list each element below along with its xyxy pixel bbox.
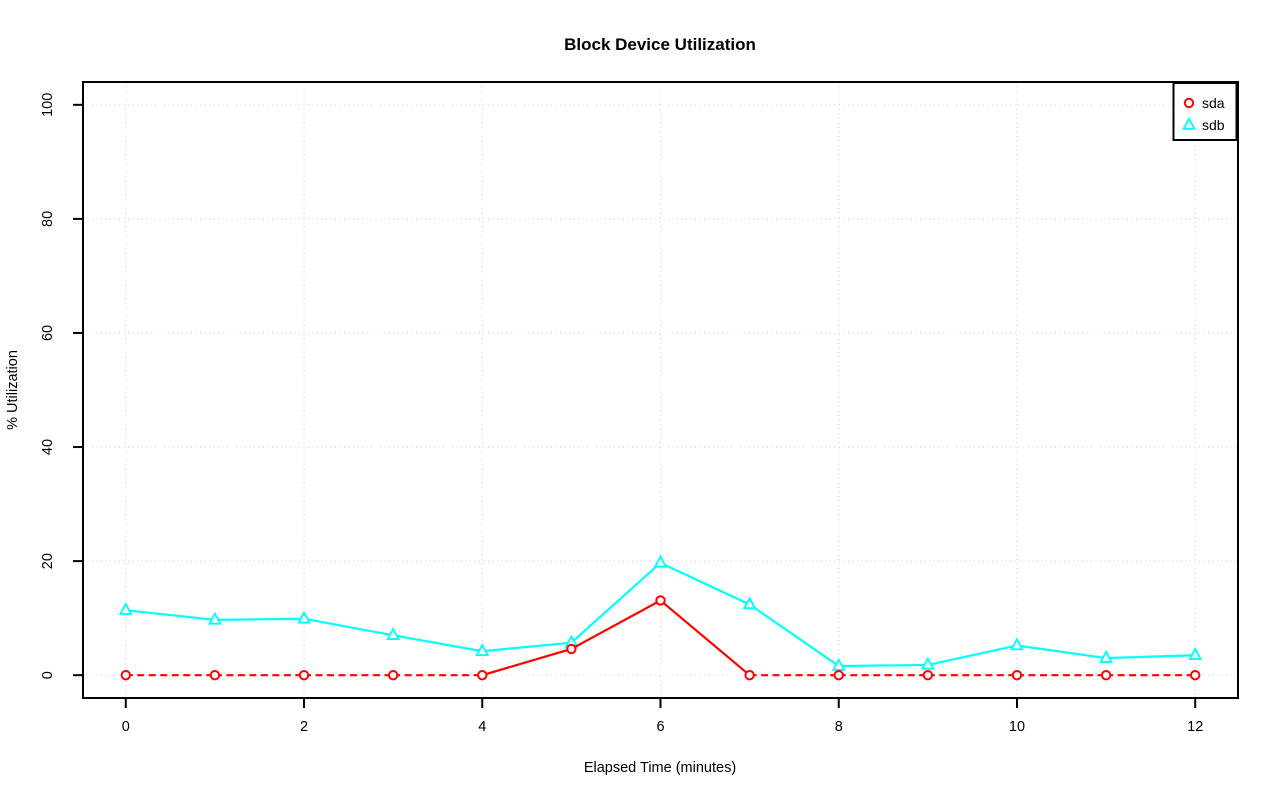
y-tick-label: 80: [40, 211, 56, 227]
sdb-line-segment: [660, 561, 751, 606]
sda-circle-marker: [209, 669, 221, 681]
sda-circle-marker: [120, 669, 131, 681]
sda-circle-marker: [833, 669, 844, 681]
x-tick-label: 8: [835, 719, 843, 735]
sdb-triangle-marker: [297, 610, 312, 624]
chart-title: Block Device Utilization: [564, 35, 756, 54]
sda-circle-marker: [387, 669, 399, 681]
legend-border: [1172, 82, 1238, 141]
sdb-triangle-marker: [831, 657, 846, 671]
legend-label-sda: sda: [1202, 95, 1225, 111]
sda-line-segment: [570, 599, 662, 650]
legend-box: sda sdb: [1172, 82, 1238, 141]
sda-circle-marker: [477, 669, 488, 681]
y-tick-label: 20: [40, 553, 56, 569]
y-tick-label: 100: [40, 93, 56, 117]
y-tick-label: 40: [40, 439, 56, 455]
sda-line-segment: [481, 647, 572, 677]
sdb-triangle-marker: [1009, 637, 1024, 651]
sdb-line-segment: [392, 634, 483, 653]
x-axis-label: Elapsed Time (minutes): [584, 760, 736, 776]
sdb-line-segment: [125, 609, 216, 621]
x-tick-label: 10: [1009, 719, 1025, 735]
sda-circle-marker: [1190, 669, 1201, 681]
sda-circle-marker: [655, 595, 666, 606]
sdb-line-segment: [482, 641, 572, 653]
sdb-triangle-marker: [653, 554, 668, 568]
sdb-triangle-marker: [920, 656, 935, 670]
sdb-line-segment: [303, 617, 394, 637]
data-series: [118, 554, 1203, 681]
axes: 0 2 4 6 8 10 12 0 20 40 60 80 100: [40, 81, 1239, 735]
x-tick-label: 2: [300, 719, 308, 735]
x-tick-label: 4: [478, 719, 486, 735]
sdb-series: [118, 554, 1203, 671]
sdb-line-segment: [214, 617, 305, 621]
sdb-triangle-marker: [475, 643, 490, 656]
sda-circle-marker: [1011, 669, 1023, 681]
sda-series: [120, 595, 1201, 681]
plot-border: [82, 81, 1239, 699]
sda-circle-marker: [298, 669, 310, 681]
legend-label-sdb: sdb: [1202, 117, 1225, 133]
sdb-triangle-marker: [1099, 649, 1114, 663]
sdb-triangle-marker: [207, 611, 222, 625]
x-tick-label: 0: [122, 719, 130, 735]
x-tick-label: 12: [1187, 719, 1203, 735]
sda-line-segment: [659, 599, 751, 677]
y-axis-label: % Utilization: [5, 350, 21, 430]
sdb-line-segment: [1016, 644, 1107, 660]
sdb-line-segment: [838, 663, 928, 668]
sdb-line-segment: [748, 603, 840, 667]
sdb-triangle-marker: [118, 601, 133, 615]
sdb-line-segment: [1106, 654, 1196, 660]
sdb-triangle-marker: [386, 627, 401, 641]
sdb-line-segment: [927, 644, 1018, 666]
sdb-triangle-marker: [742, 596, 757, 610]
sda-circle-marker: [1100, 669, 1112, 681]
y-tick-label: 60: [40, 325, 56, 341]
x-tick-label: 6: [656, 719, 664, 735]
legend-sdb-marker: [1182, 116, 1196, 130]
sdb-triangle-marker: [1188, 647, 1203, 660]
y-tick-label: 0: [40, 671, 56, 679]
sda-circle-marker: [744, 669, 755, 681]
sdb-line-segment: [570, 562, 662, 644]
legend-sda-marker: [1183, 97, 1195, 109]
sda-circle-marker: [566, 643, 577, 655]
sda-circle-marker: [922, 669, 934, 681]
